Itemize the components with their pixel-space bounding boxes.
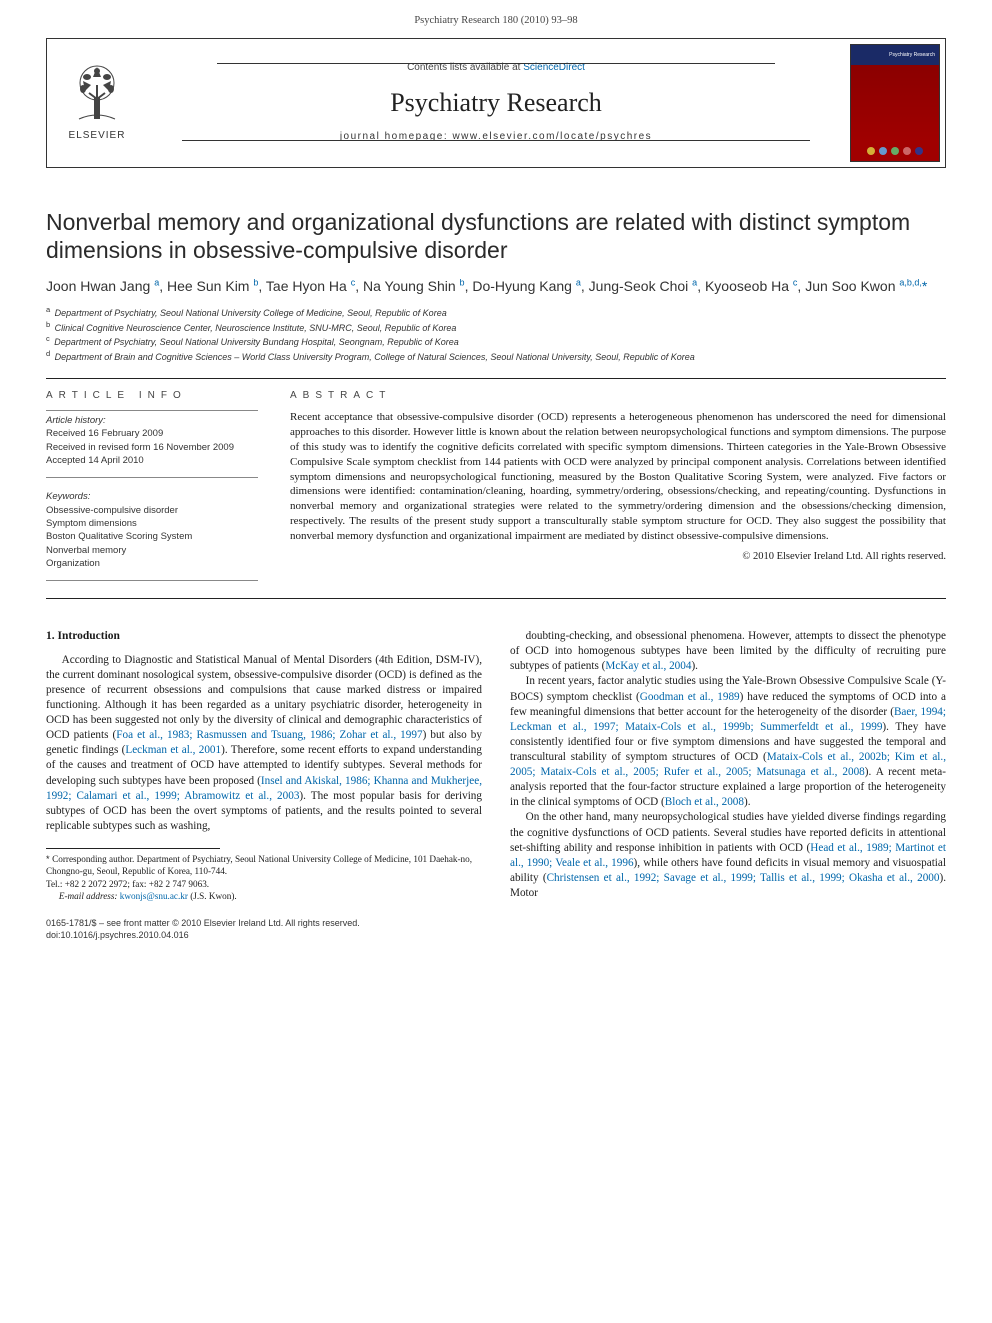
doi-line: doi:10.1016/j.psychres.2010.04.016 (46, 929, 946, 941)
affiliations: a Department of Psychiatry, Seoul Nation… (46, 305, 946, 363)
cover-dots (851, 147, 939, 155)
email-link[interactable]: kwonjs@snu.ac.kr (120, 891, 188, 901)
citation-link[interactable]: Foa et al., 1983; Rasmussen and Tsuang, … (116, 729, 422, 741)
citation-link[interactable]: McKay et al., 2004 (605, 660, 691, 672)
rule-below-abstract (46, 598, 946, 599)
body-paragraph: On the other hand, many neuropsychologic… (510, 810, 946, 901)
rule-above-abstract (46, 378, 946, 379)
article-info-column: ARTICLE INFO Article history: Received 1… (46, 389, 258, 584)
cover-header-strip: Psychiatry Research (851, 45, 939, 65)
cover-label: Psychiatry Research (889, 52, 935, 59)
elsevier-tree-icon (69, 63, 125, 125)
affiliation: a Department of Psychiatry, Seoul Nation… (46, 305, 946, 320)
keyword: Organization (46, 557, 258, 570)
citation-link[interactable]: Goodman et al., 1989 (640, 691, 740, 703)
abstract-body: Recent acceptance that obsessive-compuls… (290, 410, 946, 544)
corresponding-text: Corresponding author. Department of Psyc… (46, 854, 472, 876)
section-heading-1: 1. Introduction (46, 629, 482, 645)
history-received: Received 16 February 2009 (46, 427, 258, 440)
corresponding-author-note: * Corresponding author. Department of Ps… (46, 853, 482, 878)
keyword: Boston Qualitative Scoring System (46, 530, 258, 543)
body-text: ). (744, 796, 751, 808)
citation-link[interactable]: Bloch et al., 2008 (665, 796, 744, 808)
body-text: doubting-checking, and obsessional pheno… (510, 630, 946, 672)
citation-link[interactable]: Leckman et al., 2001 (125, 744, 221, 756)
running-header: Psychiatry Research 180 (2010) 93–98 (0, 0, 992, 38)
email-person: (J.S. Kwon). (190, 891, 236, 901)
history-accepted: Accepted 14 April 2010 (46, 454, 258, 467)
cover-thumbnail: Psychiatry Research (850, 44, 940, 162)
article-info-heading: ARTICLE INFO (46, 389, 258, 403)
body-text: ). (691, 660, 698, 672)
affiliation: d Department of Brain and Cognitive Scie… (46, 349, 946, 364)
authors-line: Joon Hwan Jang a, Hee Sun Kim b, Tae Hyo… (46, 276, 946, 297)
affiliation: c Department of Psychiatry, Seoul Nation… (46, 334, 946, 349)
body-paragraph: In recent years, factor analytic studies… (510, 674, 946, 810)
journal-homepage: journal homepage: www.elsevier.com/locat… (340, 130, 652, 154)
front-matter-line: 0165-1781/$ – see front matter © 2010 El… (46, 917, 946, 929)
body-columns: 1. Introduction According to Diagnostic … (46, 629, 946, 903)
tel-fax: Tel.: +82 2 2072 2972; fax: +82 2 747 90… (46, 878, 482, 890)
cover-thumbnail-container: Psychiatry Research (845, 39, 945, 167)
affiliation: b Clinical Cognitive Neuroscience Center… (46, 320, 946, 335)
abstract-copyright: © 2010 Elsevier Ireland Ltd. All rights … (290, 550, 946, 564)
page-footer: 0165-1781/$ – see front matter © 2010 El… (0, 903, 992, 961)
citation-link[interactable]: Christensen et al., 1992; Savage et al.,… (547, 872, 940, 884)
banner-center: Contents lists available at ScienceDirec… (147, 39, 845, 167)
email-line: E-mail address: kwonjs@snu.ac.kr (J.S. K… (46, 890, 482, 902)
contents-available: Contents lists available at ScienceDirec… (407, 53, 585, 79)
keyword: Nonverbal memory (46, 544, 258, 557)
keywords-label: Keywords: (46, 490, 258, 503)
footnote-separator (46, 848, 220, 849)
footnotes: * Corresponding author. Department of Ps… (46, 853, 482, 903)
banner-top-rule (217, 63, 775, 64)
body-paragraph: According to Diagnostic and Statistical … (46, 653, 482, 834)
publisher-name: ELSEVIER (69, 129, 126, 143)
journal-banner: ELSEVIER Contents lists available at Sci… (46, 38, 946, 168)
abstract-column: ABSTRACT Recent acceptance that obsessiv… (290, 389, 946, 584)
history-revised: Received in revised form 16 November 200… (46, 441, 258, 454)
article-title: Nonverbal memory and organizational dysf… (46, 208, 946, 264)
cover-body (851, 65, 939, 161)
abstract-heading: ABSTRACT (290, 389, 946, 403)
banner-bottom-rule (182, 140, 810, 141)
body-paragraph: doubting-checking, and obsessional pheno… (510, 629, 946, 674)
history-label: Article history: (46, 414, 258, 427)
publisher-logo: ELSEVIER (47, 39, 147, 167)
journal-name: Psychiatry Research (390, 79, 602, 130)
keyword: Symptom dimensions (46, 517, 258, 530)
keyword: Obsessive-compulsive disorder (46, 504, 258, 517)
email-label: E-mail address: (59, 891, 118, 901)
